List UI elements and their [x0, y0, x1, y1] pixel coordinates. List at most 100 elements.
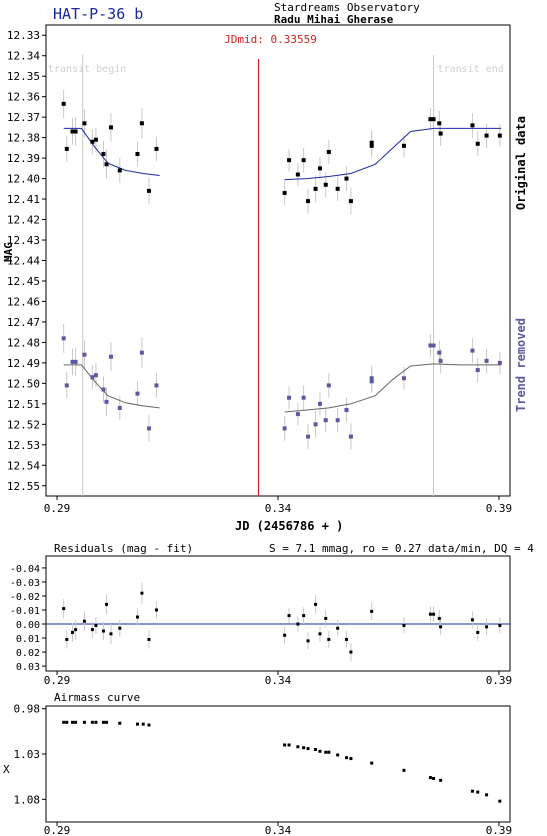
- residual-point: [109, 632, 113, 636]
- y-tick-label: 0.00: [16, 620, 40, 631]
- y-tick-label: 0.02: [16, 648, 40, 659]
- original-data-point: [108, 125, 113, 130]
- residual-point: [94, 623, 98, 627]
- y-tick-label: 12.44: [7, 255, 40, 268]
- original-data-point: [287, 158, 292, 163]
- detrended-data-point: [90, 375, 95, 380]
- original-data-point: [282, 190, 287, 195]
- detrended-data-point: [61, 336, 66, 341]
- airmass-point: [135, 722, 139, 726]
- original-data-point: [64, 146, 69, 151]
- residual-point: [344, 637, 348, 641]
- airmass-point: [336, 753, 340, 757]
- residual-point: [71, 630, 75, 634]
- original-data-point: [135, 152, 140, 157]
- original-model-line: [284, 127, 502, 181]
- observer-name: Radu Mihai Gherase: [274, 13, 394, 26]
- residual-point: [62, 607, 66, 611]
- x-axis-label: JD (2456786 + ): [235, 519, 344, 533]
- detrended-data-point: [306, 434, 311, 439]
- airmass-point: [141, 722, 145, 726]
- airmass-point: [324, 750, 328, 754]
- residual-point: [428, 612, 432, 616]
- detrended-data-point: [154, 383, 159, 388]
- original-data-point: [90, 139, 95, 144]
- airmass-point: [118, 721, 122, 725]
- y-tick-label: 12.34: [7, 50, 40, 63]
- airmass-point: [470, 789, 474, 793]
- detrended-data-point: [287, 395, 292, 400]
- residual-point: [287, 614, 291, 618]
- airmass-point: [314, 748, 318, 751]
- original-data-point: [154, 146, 159, 151]
- y-tick-label: 12.55: [7, 480, 40, 493]
- y-tick-label: 1.03: [14, 748, 41, 761]
- detrended-data-point: [295, 412, 300, 417]
- y-tick-label: 12.45: [7, 275, 40, 288]
- original-data-point: [484, 133, 489, 138]
- original-data-point: [101, 152, 106, 157]
- detrended-data-point: [108, 354, 113, 359]
- detrended-data-point: [475, 368, 480, 373]
- original-data-point: [295, 172, 300, 177]
- y-tick-label: 12.54: [7, 459, 40, 472]
- airmass-point: [101, 720, 105, 724]
- detrended-data-point: [335, 418, 340, 423]
- x-tick-label: 0.39: [486, 502, 513, 515]
- residual-point: [324, 616, 328, 620]
- detrended-data-point: [117, 405, 122, 410]
- original-data-point: [369, 140, 374, 145]
- airmass-point: [498, 799, 502, 803]
- y-tick-label: 12.37: [7, 111, 40, 124]
- residual-point: [90, 628, 94, 632]
- detrended-data-point: [317, 401, 322, 406]
- light-curve-plot: transit begin transit end JDmid: 0.33559 12…: [7, 24, 513, 515]
- original-data-point: [61, 101, 66, 106]
- transit-end-label: transit end: [438, 64, 504, 75]
- airmass-point: [439, 778, 443, 782]
- trend-removed-label: Trend removed: [514, 318, 528, 412]
- detrended-data-point: [484, 358, 489, 363]
- original-data-point: [348, 199, 353, 204]
- airmass-point: [287, 743, 291, 747]
- residual-point: [296, 622, 300, 626]
- y-tick-label: 0.98: [14, 703, 41, 716]
- airmass-y-label: X: [3, 763, 10, 776]
- y-tick-label: 0.03: [16, 662, 40, 673]
- residual-point: [402, 623, 406, 627]
- residual-point: [101, 629, 105, 633]
- y-tick-label: 12.42: [7, 214, 40, 227]
- residual-point: [336, 626, 340, 630]
- original-data-point: [323, 182, 328, 187]
- residual-point: [306, 639, 310, 643]
- original-data-point: [401, 143, 406, 148]
- detrended-data-point: [139, 350, 144, 355]
- detrended-data-point: [470, 348, 475, 353]
- airmass-point: [432, 777, 436, 780]
- original-data-label: Original data: [514, 116, 528, 210]
- original-data-point: [438, 131, 443, 136]
- original-data-point: [470, 123, 475, 128]
- airmass-point: [428, 776, 432, 780]
- airmass-point: [94, 720, 98, 724]
- x-tick-label: 0.34: [265, 824, 292, 836]
- light-curve-frame: [45, 24, 511, 497]
- y-tick-label: 12.43: [7, 234, 40, 247]
- original-data-point: [344, 176, 349, 181]
- airmass-point: [90, 720, 94, 724]
- airmass-point: [476, 790, 480, 794]
- y-axis-label: MAG: [2, 242, 15, 262]
- residual-point: [147, 637, 151, 641]
- detrended-data-point: [431, 343, 436, 348]
- original-data-point: [475, 141, 480, 146]
- residual-point: [485, 625, 489, 629]
- y-tick-label: 12.49: [7, 357, 40, 370]
- airmass-point: [302, 746, 306, 750]
- y-tick-label: -0.01: [10, 606, 40, 617]
- observatory-name: Stardreams Observatory: [274, 1, 420, 14]
- original-data-point: [117, 168, 122, 173]
- y-tick-label: 12.40: [7, 173, 40, 186]
- detrended-data-point: [369, 379, 374, 384]
- y-tick-label: 12.51: [7, 398, 40, 411]
